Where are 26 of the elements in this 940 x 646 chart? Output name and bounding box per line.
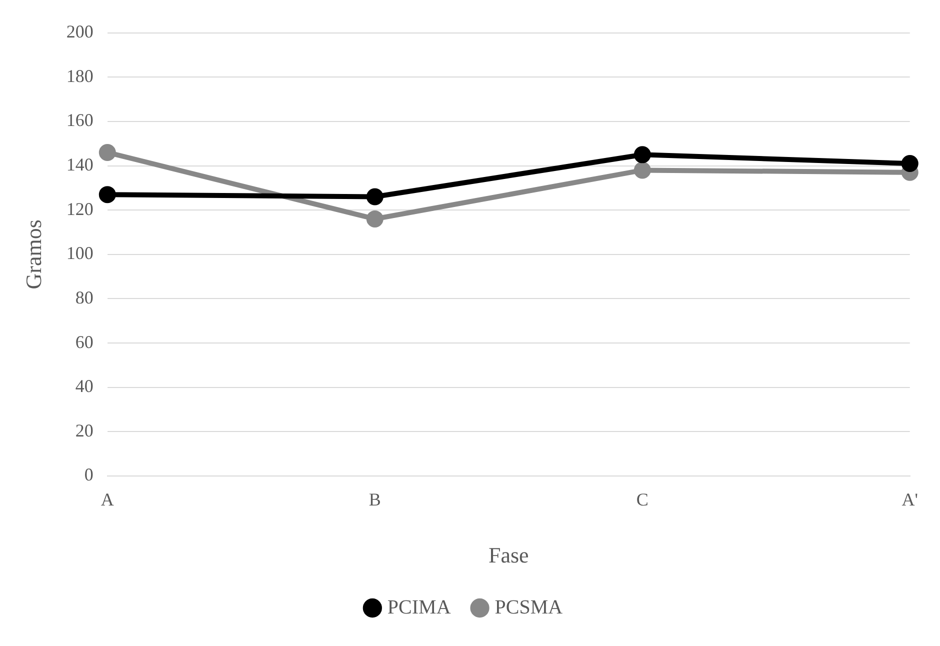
point <box>634 146 651 164</box>
y-tick-label: 200 <box>66 22 94 42</box>
point <box>366 188 384 206</box>
y-tick-label: 180 <box>66 66 94 86</box>
legend-label: PCSMA <box>494 596 564 618</box>
y-tick-label: 160 <box>66 110 94 130</box>
point <box>98 144 116 161</box>
y-tick-label: 60 <box>75 332 94 352</box>
x-tick-label: B <box>368 490 381 510</box>
y-axis-title: Gramos <box>20 220 46 290</box>
point <box>98 186 116 204</box>
y-tick-label: 140 <box>66 154 94 174</box>
y-tick-label: 40 <box>75 376 94 396</box>
point <box>901 155 918 172</box>
point <box>366 210 384 228</box>
point <box>634 162 651 179</box>
y-tick-label: 120 <box>66 198 94 219</box>
y-tick-label: 100 <box>66 243 94 264</box>
y-tick-label: 0 <box>84 464 94 485</box>
x-tick-label: A' <box>902 490 918 510</box>
y-tick-label: 80 <box>75 287 94 308</box>
legend-label: PCIMA <box>387 596 452 618</box>
x-axis-title: Fase <box>488 542 529 568</box>
x-tick-label: A <box>100 490 114 510</box>
x-tick-label: C <box>636 490 648 510</box>
y-tick-label: 20 <box>75 420 94 440</box>
